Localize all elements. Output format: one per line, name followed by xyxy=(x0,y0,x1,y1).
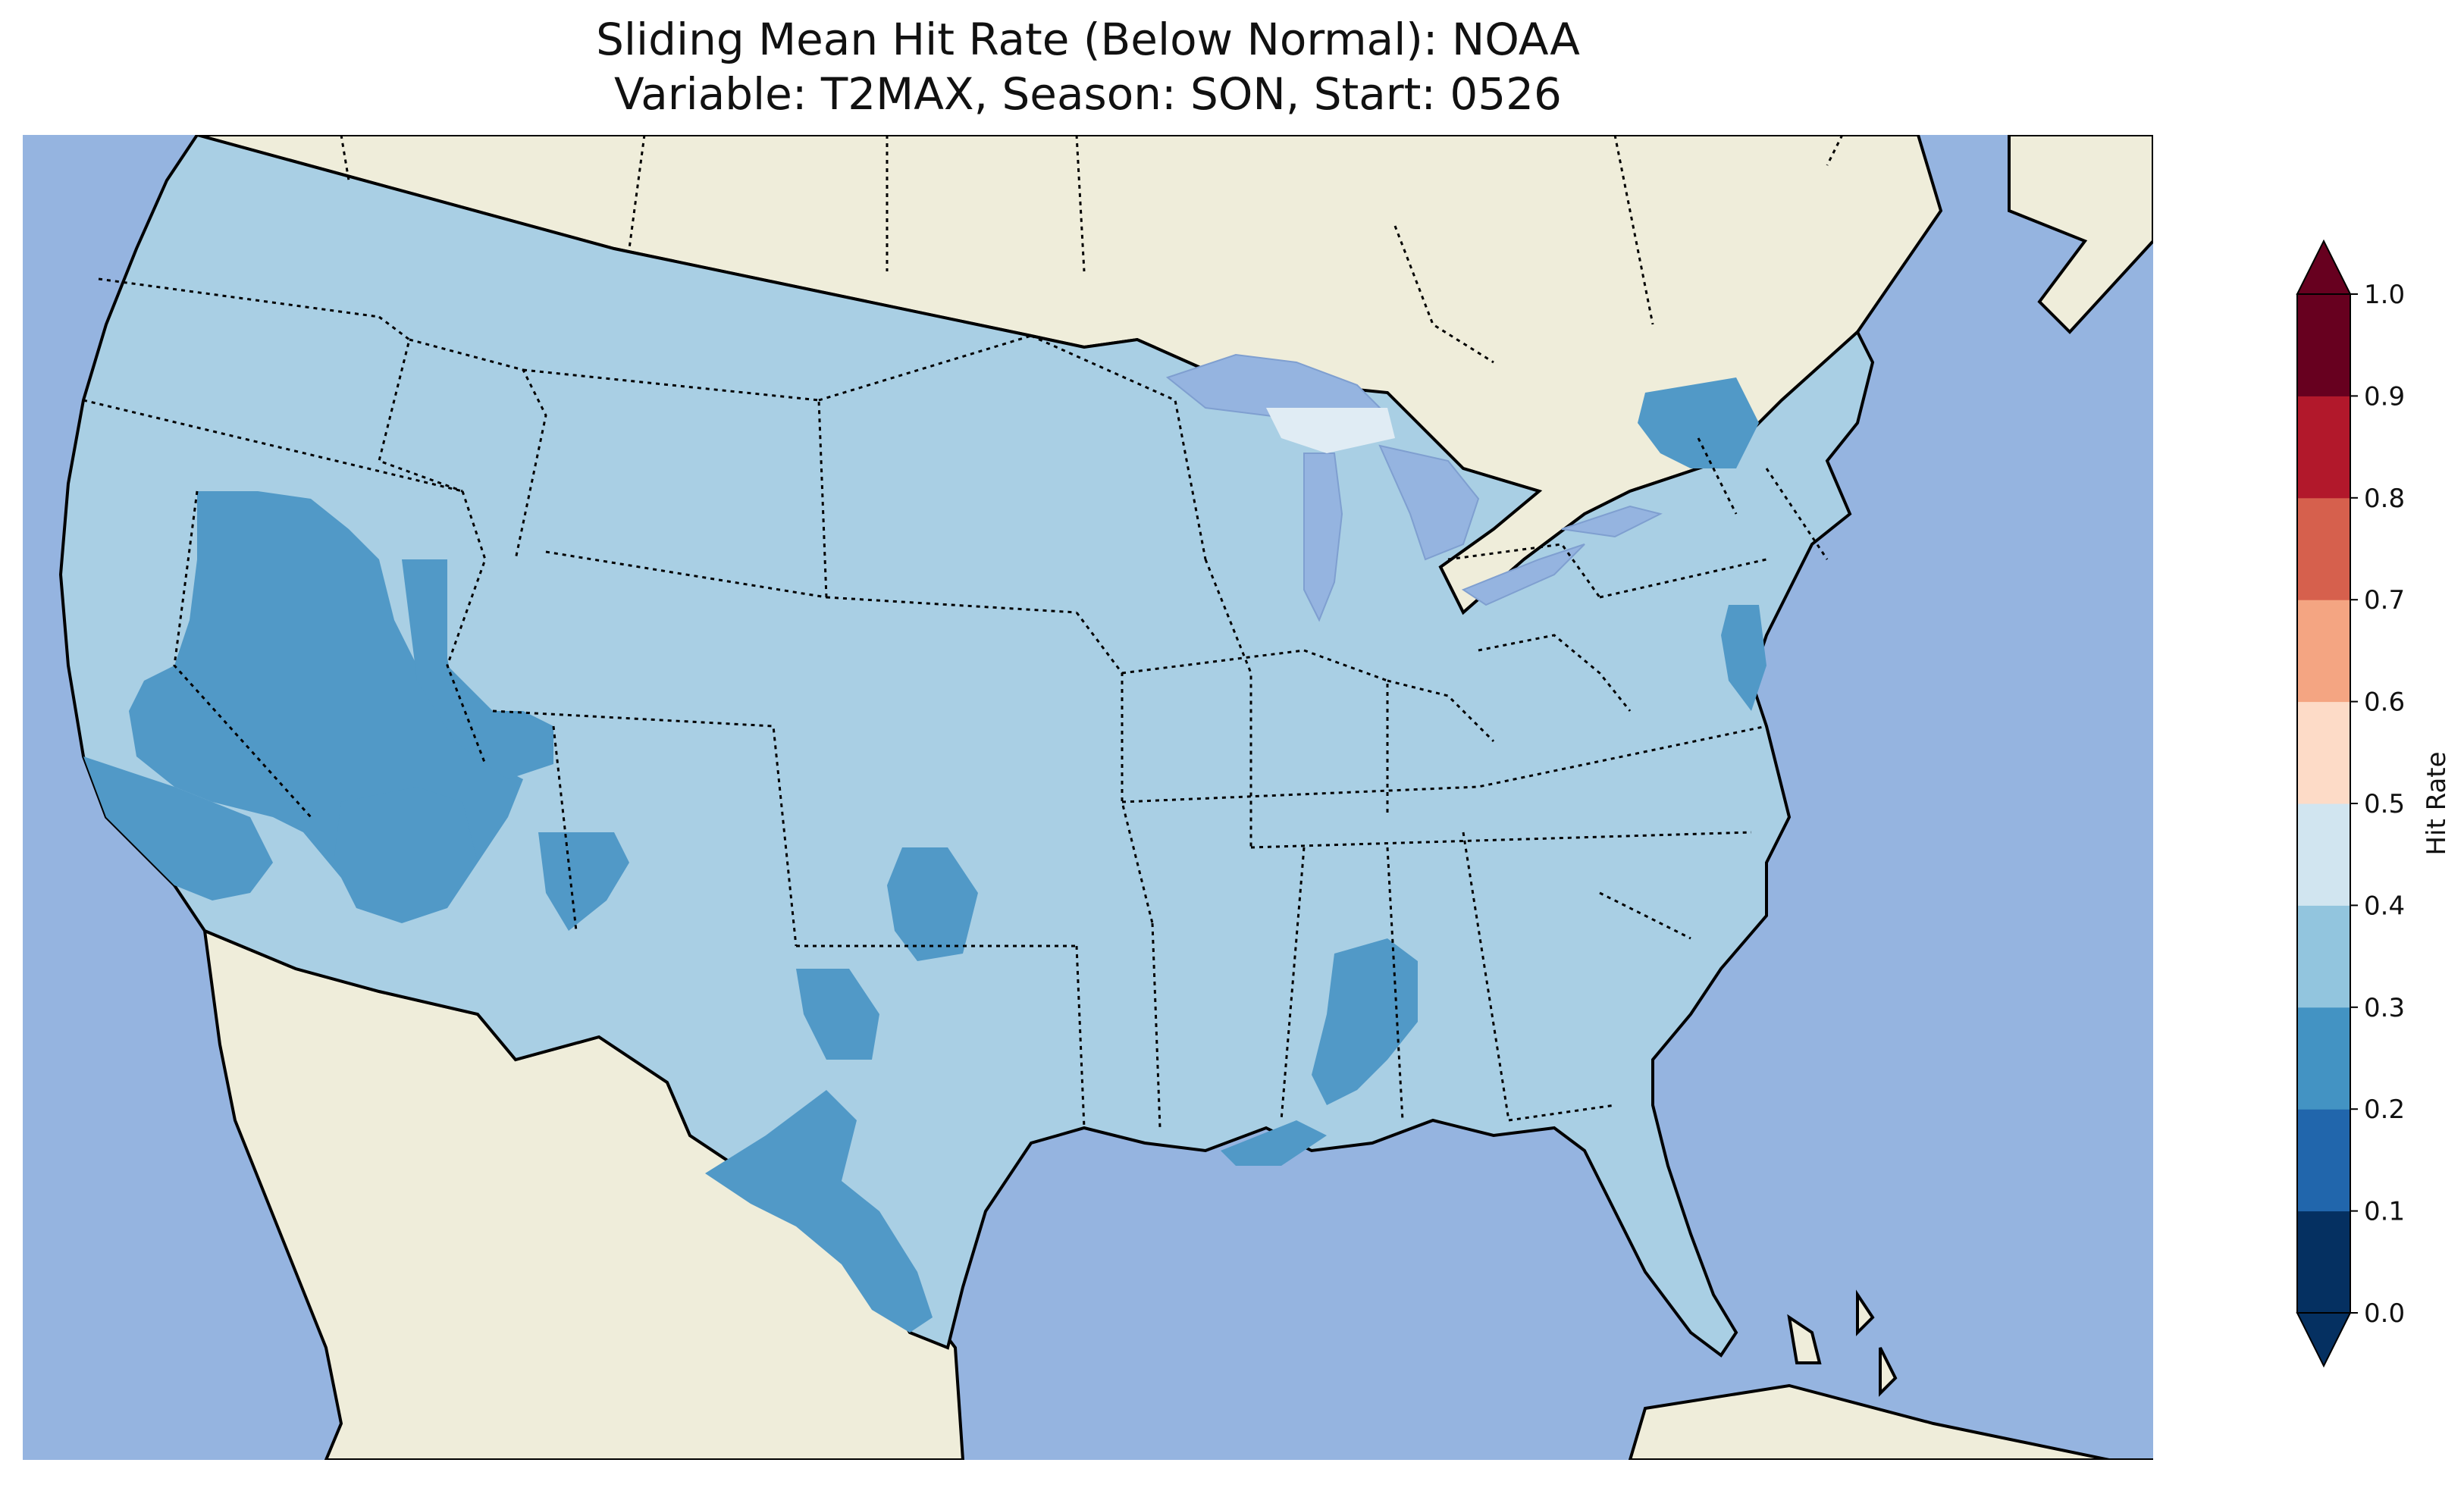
colorbar-tick-label: 0.4 xyxy=(2364,891,2405,921)
colorbar-tick-label: 0.1 xyxy=(2364,1197,2405,1227)
lake-huron xyxy=(1378,444,1480,561)
region-delmarva xyxy=(1721,605,1766,711)
lake-erie xyxy=(1461,543,1585,606)
region-texas-south xyxy=(705,1090,933,1333)
colorbar-tick-label: 0.3 xyxy=(2364,993,2405,1023)
colorbar-tick-label: 1.0 xyxy=(2364,280,2405,310)
region-west-texas xyxy=(796,969,879,1060)
region-alabama xyxy=(1312,938,1418,1105)
region-utah xyxy=(402,559,553,779)
colorbar-tick-label: 0.6 xyxy=(2364,687,2405,718)
colorbar-swatches xyxy=(2296,239,2352,1368)
region-upper-peninsula xyxy=(1266,408,1395,453)
map-panel xyxy=(23,135,2153,1460)
low-hit-rate-regions xyxy=(83,377,1766,1333)
colorbar-tick-label: 0.9 xyxy=(2364,381,2405,412)
colorbar-tick-label: 0.2 xyxy=(2364,1095,2405,1125)
colorbar-swatch xyxy=(2297,905,2350,1008)
colorbar-swatch xyxy=(2297,1109,2350,1212)
caribbean-islands xyxy=(1787,1289,1898,1397)
region-oklahoma xyxy=(887,847,978,961)
region-gulf-coast xyxy=(1221,1120,1327,1166)
state-borders xyxy=(83,277,1829,1129)
colorbar-swatch xyxy=(2297,1007,2350,1110)
colorbar-tick-label: 0.0 xyxy=(2364,1298,2405,1329)
colorbar-tick-label: 0.7 xyxy=(2364,585,2405,615)
colorbar-swatch xyxy=(2297,803,2350,906)
colorbar-swatch xyxy=(2297,1211,2350,1314)
colorbar-extend-min xyxy=(2296,1312,2352,1368)
map-title-line-1: Sliding Mean Hit Rate (Below Normal): NO… xyxy=(596,14,1580,65)
region-upstate-new-york xyxy=(1638,377,1759,468)
canada-us-border xyxy=(340,135,1844,364)
colorbar-swatch xyxy=(2297,294,2350,396)
colorbar-tick-labels: 0.0 0.1 0.2 0.3 0.4 0.5 0.6 0.7 0.8 0.9 1.0 xyxy=(2350,280,2405,1329)
colorbar: 0.0 0.1 0.2 0.3 0.4 0.5 0.6 0.7 0.8 0.9 1.0 Hit Ra… xyxy=(2296,239,2449,1368)
conus-shaded-area xyxy=(58,135,1875,1358)
colorbar-label: Hit Rate xyxy=(2422,751,2449,855)
colorbar-swatch xyxy=(2297,396,2350,499)
colorbar-tick-label: 0.5 xyxy=(2364,789,2405,819)
maritime-land xyxy=(2008,135,2153,334)
lake-michigan xyxy=(1303,453,1343,622)
cuba-land xyxy=(1628,1383,2153,1460)
region-socal xyxy=(83,756,273,900)
colorbar-tick-label: 0.8 xyxy=(2364,484,2405,514)
region-arizona xyxy=(334,787,478,923)
map-title-line-2: Variable: T2MAX, Season: SON, Start: 052… xyxy=(614,68,1562,120)
colorbar-swatch xyxy=(2297,497,2350,600)
lake-ontario xyxy=(1561,505,1663,538)
region-new-mexico xyxy=(538,832,629,931)
colorbar-swatch xyxy=(2297,600,2350,703)
colorbar-swatch xyxy=(2297,701,2350,804)
colorbar-extend-max xyxy=(2296,239,2352,295)
